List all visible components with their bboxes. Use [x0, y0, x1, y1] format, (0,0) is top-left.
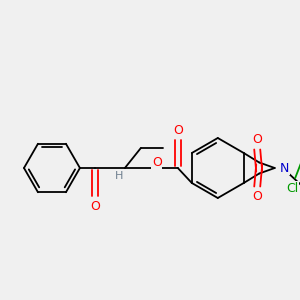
Text: O: O [173, 124, 183, 136]
Text: O: O [152, 155, 162, 169]
Text: H: H [115, 171, 123, 181]
Text: Cl: Cl [286, 182, 298, 194]
Text: O: O [90, 200, 100, 212]
Text: N: N [280, 161, 289, 175]
Text: O: O [252, 190, 262, 203]
Text: O: O [252, 133, 262, 146]
